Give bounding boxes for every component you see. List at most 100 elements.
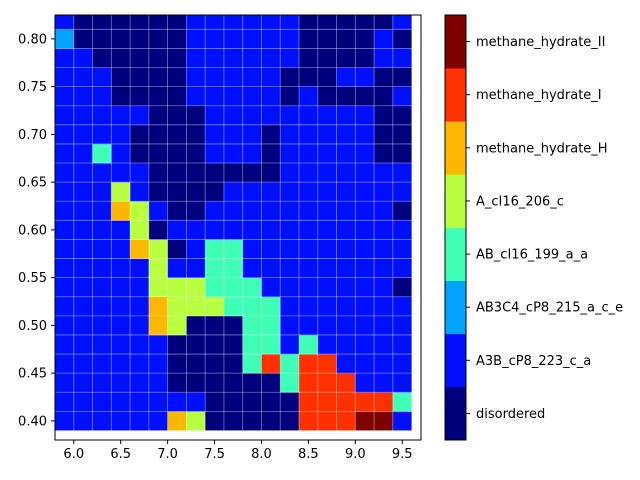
heatmap-cell bbox=[299, 15, 319, 30]
heatmap-cell bbox=[186, 29, 206, 49]
y-tick-label: 0.40 bbox=[18, 414, 47, 429]
heatmap-cell bbox=[111, 258, 131, 278]
heatmap-cell bbox=[374, 334, 394, 355]
heatmap-cell bbox=[55, 86, 75, 107]
heatmap-cell bbox=[299, 220, 319, 240]
heatmap-cell bbox=[55, 48, 75, 68]
heatmap-cell bbox=[111, 239, 131, 259]
heatmap-cell bbox=[261, 220, 281, 240]
heatmap-cell bbox=[261, 15, 281, 30]
heatmap-cell bbox=[148, 182, 168, 202]
heatmap-cell bbox=[223, 220, 243, 240]
heatmap-cell bbox=[186, 67, 206, 87]
heatmap-cell bbox=[355, 86, 375, 107]
heatmap-cell bbox=[336, 48, 356, 68]
heatmap-cell bbox=[205, 411, 225, 431]
colorbar-label: disordered bbox=[476, 407, 545, 422]
heatmap-cell bbox=[111, 315, 131, 336]
heatmap-cell bbox=[92, 105, 112, 126]
heatmap-cell bbox=[167, 15, 187, 30]
heatmap-cell bbox=[299, 124, 319, 145]
heatmap-cell bbox=[205, 163, 225, 183]
x-tick-label: 9.5 bbox=[392, 447, 413, 462]
heatmap-cell bbox=[55, 354, 75, 374]
heatmap-cell bbox=[317, 411, 337, 431]
heatmap-cell bbox=[374, 105, 394, 126]
heatmap-cell bbox=[130, 315, 150, 336]
heatmap-cell bbox=[242, 258, 262, 278]
heatmap-cell bbox=[55, 124, 75, 145]
heatmap-cell bbox=[55, 67, 75, 87]
heatmap-cell bbox=[186, 277, 206, 298]
heatmap-cell bbox=[111, 392, 131, 412]
plot-frame bbox=[54, 14, 422, 441]
heatmap-cell bbox=[55, 315, 75, 336]
heatmap-cell bbox=[299, 392, 319, 412]
heatmap-cell bbox=[92, 277, 112, 298]
heatmap-cell bbox=[261, 163, 281, 183]
heatmap-cell bbox=[111, 86, 131, 107]
heatmap-cell bbox=[55, 373, 75, 393]
colorbar-swatch bbox=[445, 280, 466, 335]
heatmap-cell bbox=[392, 277, 412, 298]
colorbar-swatch bbox=[445, 15, 466, 69]
heatmap-cell bbox=[92, 163, 112, 183]
heatmap-cell bbox=[130, 143, 150, 164]
heatmap-cell bbox=[73, 105, 93, 126]
heatmap-cell bbox=[186, 239, 206, 259]
y-tick-label: 0.55 bbox=[18, 271, 47, 286]
heatmap-cell bbox=[205, 143, 225, 164]
y-axis-ticks: 0.40 0.45 0.50 0.55 0.60 0.65 0.70 0.75 0.80 bbox=[18, 32, 55, 429]
heatmap-cell bbox=[317, 373, 337, 393]
heatmap-cell bbox=[261, 86, 281, 107]
heatmap-cell bbox=[392, 354, 412, 374]
heatmap-cell bbox=[223, 48, 243, 68]
heatmap-cell bbox=[280, 373, 300, 393]
heatmap-cell bbox=[167, 392, 187, 412]
heatmap-cell bbox=[392, 143, 412, 164]
heatmap-cell bbox=[92, 67, 112, 87]
heatmap-cell bbox=[186, 163, 206, 183]
heatmap-cell bbox=[111, 48, 131, 68]
heatmap-cell bbox=[280, 143, 300, 164]
heatmap-cell bbox=[374, 48, 394, 68]
heatmap-cell bbox=[242, 354, 262, 374]
heatmap-cell bbox=[92, 392, 112, 412]
heatmap-cell bbox=[261, 29, 281, 49]
heatmap-cell bbox=[111, 354, 131, 374]
heatmap-cell bbox=[130, 201, 150, 221]
heatmap-cell bbox=[261, 411, 281, 431]
heatmap-cell bbox=[130, 334, 150, 355]
heatmap-cell bbox=[73, 143, 93, 164]
heatmap-cell bbox=[92, 220, 112, 240]
y-tick-label: 0.75 bbox=[18, 80, 47, 95]
heatmap-cell bbox=[148, 258, 168, 278]
heatmap-cell bbox=[73, 163, 93, 183]
heatmap-cell bbox=[167, 258, 187, 278]
heatmap-cell bbox=[280, 182, 300, 202]
colorbar-label: AB3C4_cP8_215_a_c_e bbox=[476, 301, 623, 316]
heatmap-cell bbox=[280, 315, 300, 336]
heatmap-cell bbox=[336, 105, 356, 126]
heatmap-cell bbox=[111, 67, 131, 87]
heatmap-cell bbox=[317, 239, 337, 259]
heatmap-cell bbox=[205, 392, 225, 412]
heatmap-cell bbox=[186, 86, 206, 107]
heatmap-cell bbox=[92, 15, 112, 30]
heatmap-cell bbox=[73, 296, 93, 317]
heatmap-cell bbox=[336, 86, 356, 107]
heatmap-cell bbox=[167, 163, 187, 183]
heatmap-cell bbox=[280, 258, 300, 278]
heatmap-cell bbox=[92, 29, 112, 49]
heatmap-cell bbox=[111, 411, 131, 431]
colorbar-label: methane_hydrate_H bbox=[476, 141, 608, 156]
heatmap-cell bbox=[73, 354, 93, 374]
heatmap-cell bbox=[111, 334, 131, 355]
heatmap-cell bbox=[73, 86, 93, 107]
heatmap-cell bbox=[355, 334, 375, 355]
heatmap-cell bbox=[261, 334, 281, 355]
heatmap-cell bbox=[336, 201, 356, 221]
heatmap-cell bbox=[336, 277, 356, 298]
heatmap-cell bbox=[317, 201, 337, 221]
heatmap-cell bbox=[261, 373, 281, 393]
